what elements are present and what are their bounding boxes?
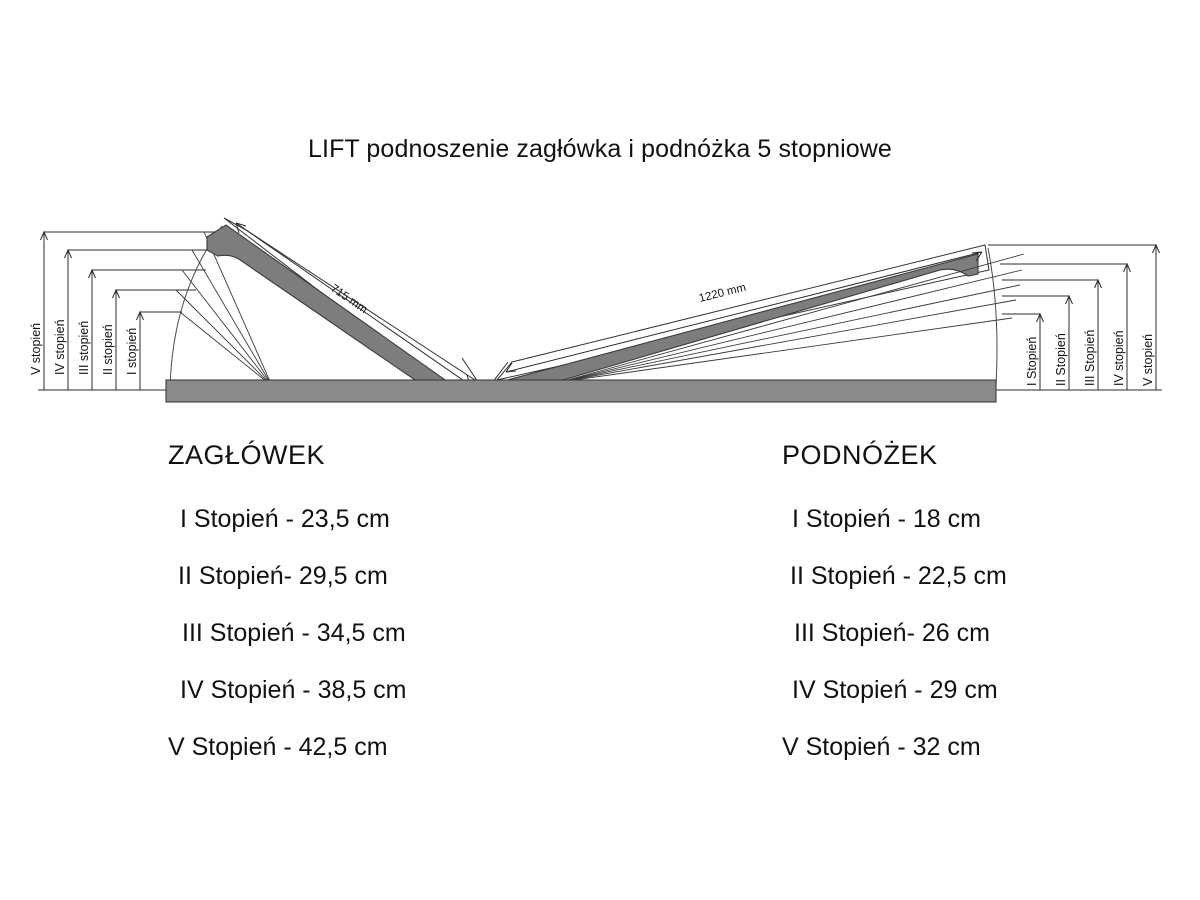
right-step-label-group: I Stopień II Stopień III Stopień IV stop… [1025,330,1155,386]
right-step-label-iv: IV stopień [1112,330,1126,386]
headrest-row-iv: IV Stopień - 38,5 cm [180,676,407,704]
right-step-label-v: V stopień [1141,334,1155,386]
footrest-dim-line [505,251,983,373]
left-step-label-iii: III stopień [77,321,91,375]
right-arrow-iii [1094,278,1102,289]
headrest-row-ii: II Stopień- 29,5 cm [178,562,388,590]
footrest-dim-arrow-left [505,362,517,373]
right-step-label-ii: II Stopień [1054,333,1068,386]
right-bracket-v [988,244,1157,390]
right-arrow-iv [1123,262,1131,273]
left-fan-line-ii [175,289,273,387]
left-fan-line-iii [181,269,273,387]
left-bracket-i [139,311,182,390]
headrest-heading: ZAGŁÓWEK [168,440,326,470]
footrest-heading: PODNÓŻEK [782,440,938,470]
right-arrow-i [1036,312,1044,323]
right-motion-arc-group [559,247,1025,387]
base-bar [165,379,997,403]
headrest-column: ZAGŁÓWEK I Stopień - 23,5 cm II Stopień-… [168,440,407,790]
headrest-panel [206,224,450,383]
right-dimension-brackets [988,243,1162,391]
headrest-panel-group [206,217,479,396]
footrest-dim-arrow-right [971,251,983,262]
right-step-label-i: I Stopień [1025,337,1039,386]
headrest-length-dimension: 715 mm [235,222,471,386]
right-fan-line-ii [559,299,1017,383]
left-motion-arc-group [169,225,273,391]
left-dimension-brackets [38,230,218,391]
footrest-row-v: V Stopień - 32 cm [782,733,981,761]
footrest-row-iii: III Stopień- 26 cm [794,619,990,647]
left-arrow-i [136,310,144,321]
left-fan-line-v [203,231,273,387]
right-motion-arc [987,247,998,387]
left-fan-line-iv [191,249,273,387]
headrest-dim-line [235,222,471,386]
lift-mechanism-diagram: V stopień IV stopień III stopień II stop… [29,217,1162,403]
headrest-row-iii: III Stopień - 34,5 cm [182,619,406,647]
footrest-row-ii: II Stopień - 22,5 cm [790,562,1007,590]
right-fan-line-iii [559,284,1021,383]
footrest-row-i: I Stopień - 18 cm [792,505,981,533]
footrest-column: PODNÓŻEK I Stopień - 18 cm II Stopień - … [782,440,1007,790]
left-fan-line-i [179,311,273,387]
footrest-length-dimension: 1220 mm [505,251,983,373]
right-step-label-iii: III Stopień [1083,330,1097,386]
left-step-label-ii: II stopień [101,324,115,375]
right-arrow-v [1152,243,1160,254]
left-arrow-ii [112,288,120,299]
headrest-row-v: V Stopień - 42,5 cm [168,733,388,761]
page-title: LIFT podnoszenie zagłówka i podnóżka 5 s… [308,135,892,163]
footrest-panel-group [495,244,990,383]
right-arrow-ii [1065,294,1073,305]
right-fan-line-iv [559,269,1023,383]
measurement-columns: ZAGŁÓWEK I Stopień - 23,5 cm II Stopień-… [0,440,1200,780]
left-arrow-iv [64,248,72,259]
footrest-panel [499,253,979,383]
left-step-label-iv: IV stopień [53,319,67,375]
left-step-label-i: I stopień [125,328,139,375]
headrest-row-i: I Stopień - 23,5 cm [180,505,390,533]
headrest-dim-arrow-top [235,222,247,234]
footrest-length-label: 1220 mm [698,282,747,305]
left-step-label-v: V stopień [29,323,43,375]
left-step-label-group: V stopień IV stopień III stopień II stop… [29,319,139,375]
left-arrow-iii [88,268,96,279]
right-fan-line-i [559,317,1013,383]
right-fan-line-v [559,253,1025,383]
left-arrow-v [40,230,48,241]
footrest-row-iv: IV Stopień - 29 cm [792,676,998,704]
